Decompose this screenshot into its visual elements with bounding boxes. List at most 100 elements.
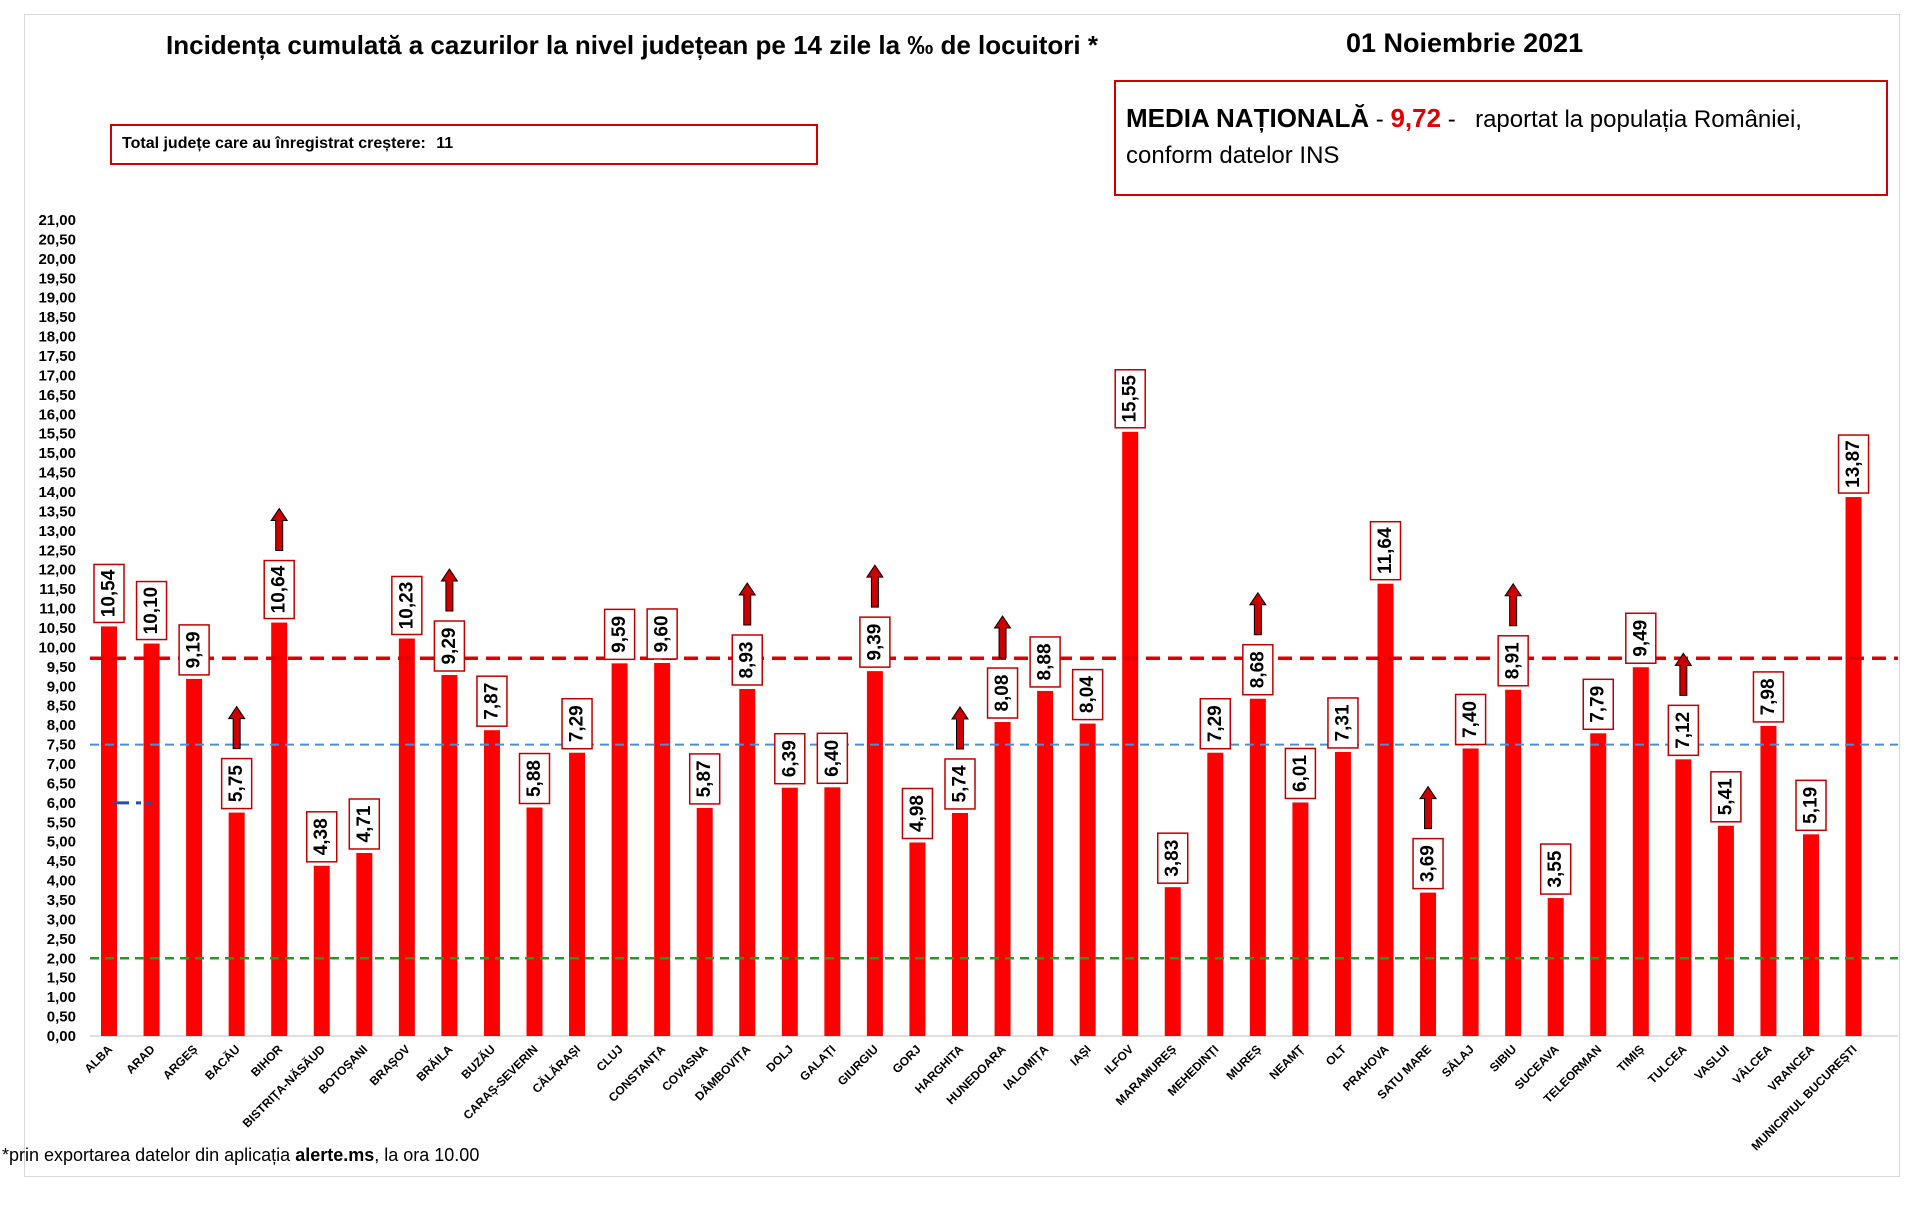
increase-arrow-icon bbox=[440, 568, 459, 612]
data-label-box bbox=[1242, 643, 1274, 696]
data-label-box bbox=[1199, 697, 1232, 750]
increase-arrow-icon bbox=[1419, 785, 1437, 830]
y-tick-label: 6,50 bbox=[47, 775, 76, 792]
data-label-box bbox=[1582, 678, 1614, 731]
y-tick-label: 9,50 bbox=[47, 659, 76, 676]
bar bbox=[654, 662, 671, 1036]
x-tick-label: BACĂU bbox=[202, 1042, 243, 1083]
y-tick-label: 5,50 bbox=[47, 814, 76, 831]
data-label: 8,68 bbox=[1247, 651, 1268, 688]
data-label-box bbox=[1369, 520, 1402, 581]
data-label: 7,29 bbox=[1205, 705, 1226, 742]
data-label-box bbox=[646, 608, 678, 660]
bar bbox=[441, 675, 458, 1036]
x-tick-label: GALAȚI bbox=[797, 1042, 838, 1083]
bar bbox=[1803, 834, 1819, 1036]
data-label: 8,04 bbox=[1077, 676, 1098, 713]
total-increase-box: Total județe care au înregistrat creșter… bbox=[110, 124, 818, 165]
bar bbox=[739, 689, 756, 1036]
y-tick-label: 7,50 bbox=[47, 737, 76, 754]
y-tick-label: 20,00 bbox=[38, 251, 76, 268]
increase-arrow-icon bbox=[227, 705, 246, 750]
y-tick-label: 0,00 bbox=[47, 1028, 76, 1045]
y-tick-label: 10,00 bbox=[38, 639, 76, 656]
data-label: 9,60 bbox=[652, 615, 673, 652]
chart-title: Incidența cumulată a cazurilor la nivel … bbox=[166, 30, 1098, 60]
bar bbox=[313, 865, 330, 1036]
increase-arrow-icon bbox=[993, 615, 1012, 659]
x-tick-label: BRAȘOV bbox=[367, 1042, 413, 1088]
x-tick-label: DOLJ bbox=[763, 1042, 796, 1075]
chart-frame bbox=[24, 14, 1900, 1177]
data-label-box bbox=[859, 616, 891, 668]
data-label-box bbox=[391, 575, 423, 636]
bar bbox=[1164, 887, 1181, 1036]
x-tick-label: ARAD bbox=[123, 1042, 158, 1077]
national-average-box: MEDIA NAȚIONALĂ - 9,72 - raportat la pop… bbox=[1114, 80, 1888, 196]
data-label-box bbox=[306, 811, 338, 863]
y-tick-label: 4,50 bbox=[47, 853, 76, 870]
y-tick-label: 15,00 bbox=[38, 445, 76, 462]
data-label: 10,64 bbox=[269, 565, 290, 613]
data-label: 5,75 bbox=[226, 765, 247, 802]
bar bbox=[1845, 497, 1862, 1037]
y-tick-label: 8,50 bbox=[47, 698, 76, 715]
data-label-box bbox=[178, 624, 210, 676]
data-label-box bbox=[433, 620, 466, 672]
increase-arrow-icon bbox=[951, 706, 969, 750]
y-tick-label: 1,50 bbox=[47, 970, 76, 987]
bar bbox=[1037, 690, 1054, 1036]
data-label-box bbox=[476, 675, 508, 727]
data-label: 15,55 bbox=[1120, 375, 1141, 423]
increase-arrow-icon bbox=[270, 507, 289, 552]
bar bbox=[228, 812, 245, 1036]
y-tick-label: 12,00 bbox=[38, 562, 76, 579]
data-label: 3,83 bbox=[1162, 840, 1183, 877]
bar bbox=[1377, 583, 1394, 1036]
x-tick-label: OLT bbox=[1323, 1042, 1350, 1069]
data-label-box bbox=[1837, 434, 1870, 494]
footnote: *prin exportarea datelor din aplicația a… bbox=[2, 1145, 479, 1166]
y-tick-label: 17,50 bbox=[38, 348, 76, 365]
y-tick-label: 12,50 bbox=[38, 542, 76, 559]
data-label: 5,87 bbox=[694, 760, 715, 797]
increase-arrow-icon bbox=[865, 564, 884, 608]
y-tick-label: 0,50 bbox=[47, 1009, 76, 1026]
y-tick-label: 11,50 bbox=[39, 581, 76, 598]
data-label: 10,10 bbox=[141, 587, 162, 635]
x-tick-label: ALBA bbox=[82, 1042, 116, 1076]
data-label-box bbox=[220, 757, 253, 810]
x-tick-label: ARGEȘ bbox=[160, 1042, 200, 1082]
x-tick-label: CARAȘ-SEVERIN bbox=[460, 1042, 540, 1122]
y-tick-label: 17,00 bbox=[38, 367, 76, 384]
bar bbox=[1079, 723, 1096, 1036]
bar bbox=[1505, 689, 1522, 1036]
data-label-box bbox=[263, 559, 295, 620]
total-increase-label: Total județe care au înregistrat creșter… bbox=[122, 135, 426, 152]
data-label-box bbox=[1327, 697, 1359, 749]
y-tick-label: 14,00 bbox=[38, 484, 76, 501]
data-label-box bbox=[1710, 771, 1742, 823]
bar bbox=[1547, 898, 1564, 1036]
bar bbox=[1675, 759, 1692, 1036]
data-label: 13,87 bbox=[1843, 440, 1864, 488]
data-label: 7,40 bbox=[1460, 701, 1481, 738]
increase-arrow-icon bbox=[738, 582, 757, 626]
x-tick-label: GIURGIU bbox=[835, 1042, 881, 1088]
national-average-label: MEDIA NAȚIONALĂ bbox=[1126, 103, 1370, 133]
data-label: 4,38 bbox=[311, 818, 332, 855]
national-average-sep2: - bbox=[1441, 106, 1463, 133]
bar bbox=[101, 626, 117, 1036]
data-label-box bbox=[348, 798, 381, 850]
bar bbox=[483, 730, 500, 1036]
y-tick-label: 2,50 bbox=[47, 931, 76, 948]
bar bbox=[1462, 748, 1479, 1036]
data-label: 9,19 bbox=[184, 631, 205, 668]
data-label-box bbox=[1284, 747, 1317, 800]
bar bbox=[909, 842, 926, 1036]
x-tick-label: MUREȘ bbox=[1223, 1042, 1264, 1083]
data-label: 7,29 bbox=[567, 705, 588, 742]
y-tick-label: 11,00 bbox=[39, 601, 76, 618]
footnote-suffix: , la ora 10.00 bbox=[374, 1145, 480, 1165]
bar bbox=[143, 643, 160, 1036]
